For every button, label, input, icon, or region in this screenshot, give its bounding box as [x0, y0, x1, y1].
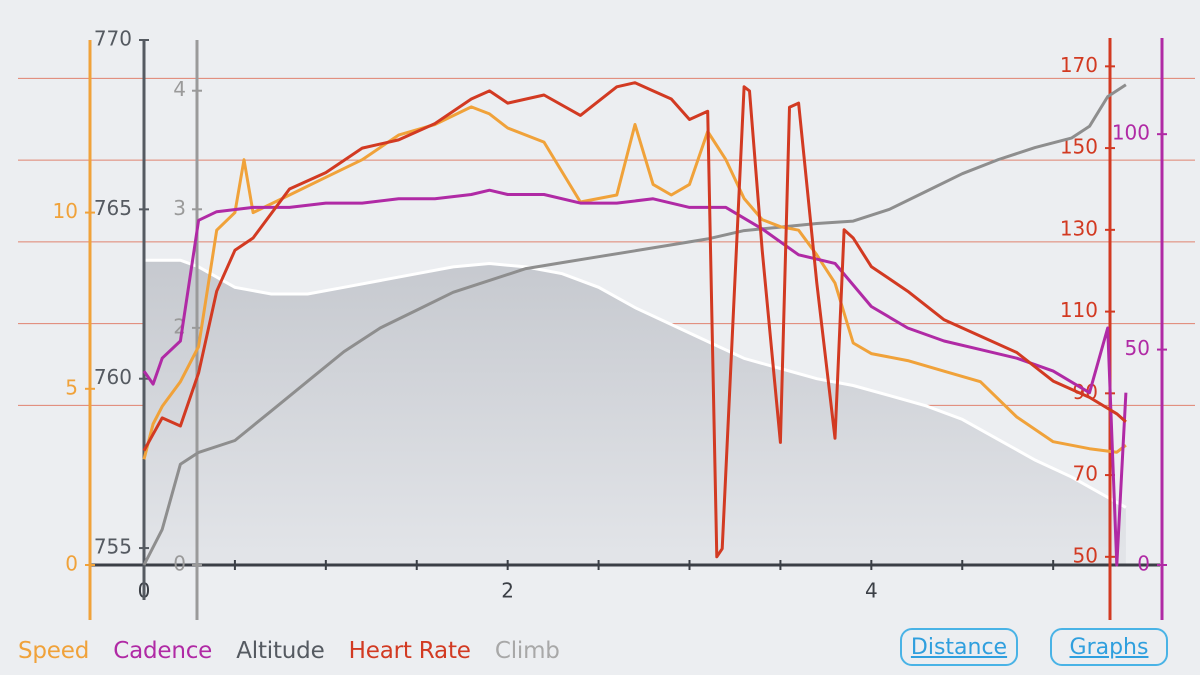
heart-rate-tick-label: 70: [1073, 462, 1098, 486]
speed-tick-label: 0: [65, 552, 78, 576]
altitude-line: [144, 258, 1127, 509]
cadence-tick-label: 0: [1137, 552, 1150, 576]
legend-altitude: Altitude: [236, 638, 325, 664]
speed-tick-label: 5: [65, 375, 78, 399]
distance-button[interactable]: Distance: [900, 628, 1018, 666]
legend-speed: Speed: [18, 638, 90, 664]
heart-rate-series-line: [142, 81, 1127, 559]
heart-rate-tick-label: 130: [1060, 216, 1098, 240]
cadence-tick-label: 100: [1112, 121, 1150, 145]
altitude-tick-label: 765: [94, 196, 132, 220]
legend-climb: Climb: [494, 638, 560, 664]
speed-series-line: [142, 105, 1127, 460]
climb-tick-label: 3: [173, 196, 186, 220]
climb-series-line: [142, 83, 1127, 566]
legend-cadence: Cadence: [113, 638, 213, 664]
heart-rate-tick-label: 110: [1060, 298, 1098, 322]
speed-tick-label: 10: [53, 199, 78, 223]
climb-tick-label: 4: [173, 77, 186, 101]
altitude-tick-label: 755: [94, 535, 132, 559]
x-tick-label: 2: [501, 579, 514, 603]
chart: 0240510755760765770023450709011013015017…: [18, 27, 1195, 620]
altitude-tick-label: 760: [94, 365, 132, 389]
climb-tick-label: 0: [173, 552, 186, 576]
cadence-series-line: [142, 188, 1128, 567]
legend-heart-rate: Heart Rate: [348, 638, 471, 664]
heart-rate-tick-label: 170: [1060, 53, 1098, 77]
cadence-tick-label: 50: [1125, 336, 1150, 360]
graphs-button[interactable]: Graphs: [1050, 628, 1168, 666]
altitude-area: [144, 260, 1126, 565]
x-tick-label: 4: [865, 579, 878, 603]
legend: Speed Cadence Altitude Heart Rate Climb: [18, 638, 577, 664]
altitude-tick-label: 770: [94, 27, 132, 51]
heart-rate-tick-label: 50: [1073, 543, 1098, 567]
